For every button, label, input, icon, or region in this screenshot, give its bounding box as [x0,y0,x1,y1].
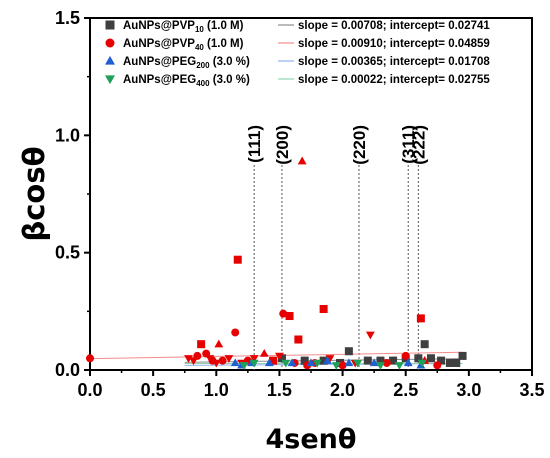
data-point [259,348,269,357]
data-point [395,362,404,370]
data-point [277,354,286,363]
data-point [86,354,94,363]
legend-marker [105,75,115,85]
x-axis-title: 4senθ [266,424,357,455]
legend-label: AuNPs@PEG200 (3.0 %) [123,56,250,70]
data-point [403,358,413,367]
data-point [376,362,385,370]
data-point [312,359,322,368]
data-point [294,335,303,344]
data-point [230,358,240,367]
x-tick-label: 1.5 [267,380,292,400]
data-point [433,361,442,370]
data-point [249,355,259,363]
data-point [306,358,316,367]
legend-label: AuNPs@PVP10 (1.0 M) [123,20,244,34]
data-point [452,358,461,367]
data-point [401,351,410,360]
data-point [231,328,240,337]
data-point [211,359,221,368]
y-axis-title: βcosθ [17,146,51,241]
data-point [275,352,284,361]
data-point [233,255,242,264]
data-point [323,356,332,364]
x-tick-label: 2.0 [330,380,355,400]
data-point [297,156,307,165]
x-tick-label: 3.5 [519,380,544,400]
data-point [331,362,341,370]
legend-marker [105,38,115,48]
data-point [224,355,234,363]
data-point [344,347,353,356]
fit-line [89,351,463,360]
legend-fit-text: slope = 0.00910; intercept= 0.04859 [298,38,490,50]
data-point [414,354,423,363]
x-tick-label: 1.0 [204,380,229,400]
data-point [376,356,385,365]
data-point [249,359,259,368]
data-point [382,358,391,367]
legend-label: AuNPs@PVP40 (1.0 M) [123,38,244,52]
y-tick-label: 1.0 [55,125,80,145]
data-point [197,340,206,349]
peak-label: (311) [399,125,418,164]
x-tick-label: 2.5 [393,380,418,400]
x-tick-label: 0.5 [141,380,166,400]
data-point [264,358,274,367]
peak-label: (220) [350,125,369,165]
data-point [369,358,379,367]
data-point [239,362,249,370]
data-point [285,312,294,321]
legend-fit-text: slope = 0.00022; intercept= 0.02755 [298,74,490,86]
legend-marker [105,20,115,30]
data-point [319,356,328,365]
data-point [344,358,354,367]
data-point [389,356,398,365]
y-tick-label: 0.0 [55,360,80,380]
legend-label: AuNPs@PEG400 (3.0 %) [123,74,250,88]
data-point [416,314,425,323]
data-point [269,356,278,365]
data-point [281,359,291,368]
peak-label: (111) [245,125,264,163]
legend-marker [105,55,115,65]
x-tick-label: 0.0 [77,380,102,400]
peak-label: (222) [409,125,428,165]
data-point [363,356,372,365]
legend-fit-text: slope = 0.00365; intercept= 0.01708 [298,56,490,68]
data-point [353,359,363,368]
data-point [445,358,454,367]
data-point [287,358,297,367]
y-tick-label: 1.5 [55,8,80,28]
data-point [420,340,429,349]
peak-label: (200) [273,125,292,165]
x-tick-label: 3.0 [456,380,481,400]
data-point [437,356,446,365]
data-point [338,361,347,370]
plot-frame [89,17,533,371]
data-point [365,331,375,340]
y-tick-label: 0.5 [55,243,80,263]
data-point [214,339,224,348]
data-point [458,351,467,360]
data-point [193,351,202,360]
data-point [218,356,227,365]
data-point [300,356,309,365]
legend-fit-text: slope = 0.00708; intercept= 0.02741 [298,20,490,32]
data-point [319,304,328,313]
data-point [426,354,435,363]
data-point [184,355,193,363]
data-point [279,309,288,318]
data-point [417,359,427,368]
